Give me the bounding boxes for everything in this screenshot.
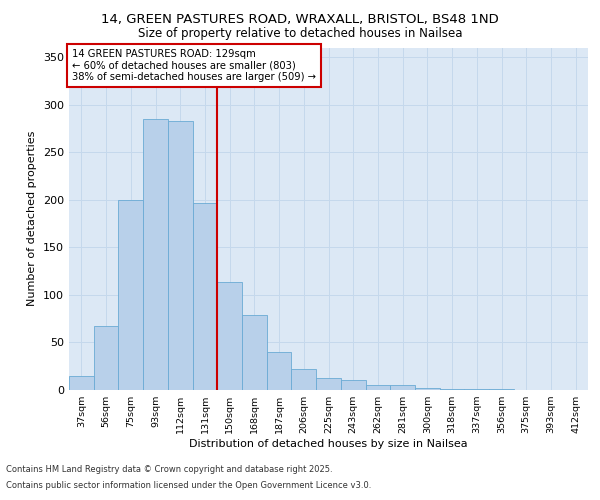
Bar bbox=[193, 202, 217, 390]
Bar bbox=[341, 380, 365, 390]
Bar bbox=[365, 385, 390, 390]
Bar bbox=[415, 388, 440, 390]
Bar bbox=[94, 326, 118, 390]
Text: Contains HM Land Registry data © Crown copyright and database right 2025.: Contains HM Land Registry data © Crown c… bbox=[6, 466, 332, 474]
Bar bbox=[292, 369, 316, 390]
Text: 14 GREEN PASTURES ROAD: 129sqm
← 60% of detached houses are smaller (803)
38% of: 14 GREEN PASTURES ROAD: 129sqm ← 60% of … bbox=[71, 49, 316, 82]
X-axis label: Distribution of detached houses by size in Nailsea: Distribution of detached houses by size … bbox=[189, 439, 468, 449]
Bar bbox=[390, 385, 415, 390]
Text: Size of property relative to detached houses in Nailsea: Size of property relative to detached ho… bbox=[138, 28, 462, 40]
Bar bbox=[440, 389, 464, 390]
Bar bbox=[118, 200, 143, 390]
Bar bbox=[316, 378, 341, 390]
Bar bbox=[267, 352, 292, 390]
Bar bbox=[464, 389, 489, 390]
Y-axis label: Number of detached properties: Number of detached properties bbox=[28, 131, 37, 306]
Bar bbox=[217, 282, 242, 390]
Text: 14, GREEN PASTURES ROAD, WRAXALL, BRISTOL, BS48 1ND: 14, GREEN PASTURES ROAD, WRAXALL, BRISTO… bbox=[101, 12, 499, 26]
Bar bbox=[489, 389, 514, 390]
Text: Contains public sector information licensed under the Open Government Licence v3: Contains public sector information licen… bbox=[6, 480, 371, 490]
Bar bbox=[242, 315, 267, 390]
Bar bbox=[143, 119, 168, 390]
Bar bbox=[69, 376, 94, 390]
Bar bbox=[168, 121, 193, 390]
